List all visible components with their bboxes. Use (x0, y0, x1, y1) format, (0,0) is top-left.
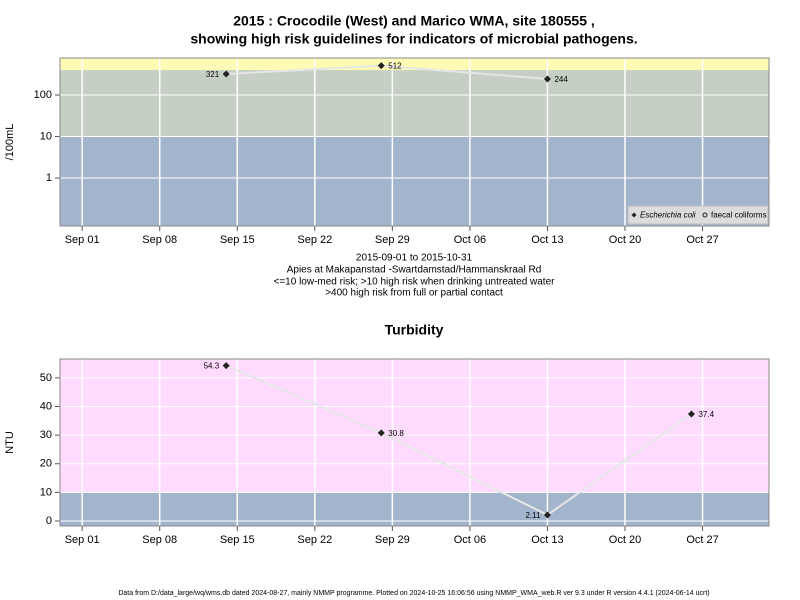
value-label: 512 (388, 62, 402, 71)
data-point (222, 70, 230, 78)
legend-label: Escherichia coli (640, 211, 696, 220)
value-label: 54.3 (204, 362, 220, 371)
legend-box (627, 205, 769, 225)
x-tick-label: Oct 27 (686, 234, 718, 246)
note: >400 high risk from full or partial cont… (325, 288, 503, 299)
chart-title: Turbidity (385, 322, 444, 338)
y-tick-label: 100 (34, 89, 52, 101)
x-tick-label: Oct 20 (609, 234, 641, 246)
data-point (687, 410, 695, 418)
risk-band (60, 70, 769, 137)
x-tick-label: Oct 13 (531, 234, 563, 246)
x-tick-label: Oct 27 (686, 534, 718, 546)
data-point (377, 429, 385, 437)
risk-band (60, 359, 769, 493)
y-tick-label: 20 (40, 458, 52, 470)
x-tick-label: Sep 29 (375, 534, 410, 546)
data-point (377, 62, 385, 70)
x-tick-label: Oct 13 (531, 534, 563, 546)
y-axis-label: /100mL (4, 124, 16, 161)
x-tick-label: Sep 15 (220, 234, 255, 246)
x-tick-label: Sep 22 (297, 534, 332, 546)
y-tick-label: 50 (40, 372, 52, 384)
note: Apies at Makapanstad -Swartdamstad/Hamma… (287, 265, 542, 276)
x-tick-label: Sep 08 (142, 234, 177, 246)
legend-marker (631, 212, 637, 218)
x-tick-label: Sep 01 (65, 534, 100, 546)
data-point (543, 75, 551, 83)
plot-frame (59, 358, 770, 527)
y-tick-label: 30 (40, 429, 52, 441)
value-label: 244 (554, 75, 568, 84)
plot-frame (59, 57, 770, 227)
chart-title: showing high risk guidelines for indicat… (190, 31, 637, 47)
x-tick-label: Sep 29 (375, 234, 410, 246)
series-line (225, 364, 693, 517)
data-point (222, 362, 230, 370)
x-tick-label: Sep 01 (65, 234, 100, 246)
x-tick-label: Sep 15 (220, 534, 255, 546)
x-tick-label: Sep 22 (297, 234, 332, 246)
legend-label: faecal coliforms (711, 211, 767, 220)
value-label: 37.4 (698, 410, 714, 419)
x-tick-label: Oct 06 (454, 534, 486, 546)
data-point (543, 511, 551, 519)
x-tick-label: Sep 08 (142, 534, 177, 546)
note: 2015-09-01 to 2015-10-31 (356, 253, 473, 264)
legend-marker (702, 212, 708, 218)
x-tick-label: Oct 20 (609, 534, 641, 546)
x-tick-label: Oct 06 (454, 234, 486, 246)
value-label: 321 (206, 70, 220, 79)
footer: Data from D:/data_large/wq/wms.db dated … (118, 590, 709, 597)
value-label: 2.11 (525, 511, 541, 520)
y-tick-label: 10 (40, 486, 52, 498)
y-tick-label: 0 (46, 515, 52, 527)
chart-title: 2015 : Crocodile (West) and Marico WMA, … (233, 13, 595, 29)
y-tick-label: 10 (40, 130, 52, 142)
risk-band (60, 492, 769, 526)
note: <=10 low-med risk; >10 high risk when dr… (274, 277, 556, 288)
value-label: 30.8 (388, 429, 404, 438)
y-tick-label: 40 (40, 400, 52, 412)
y-axis-label: NTU (4, 431, 16, 454)
y-tick-label: 1 (46, 172, 52, 184)
